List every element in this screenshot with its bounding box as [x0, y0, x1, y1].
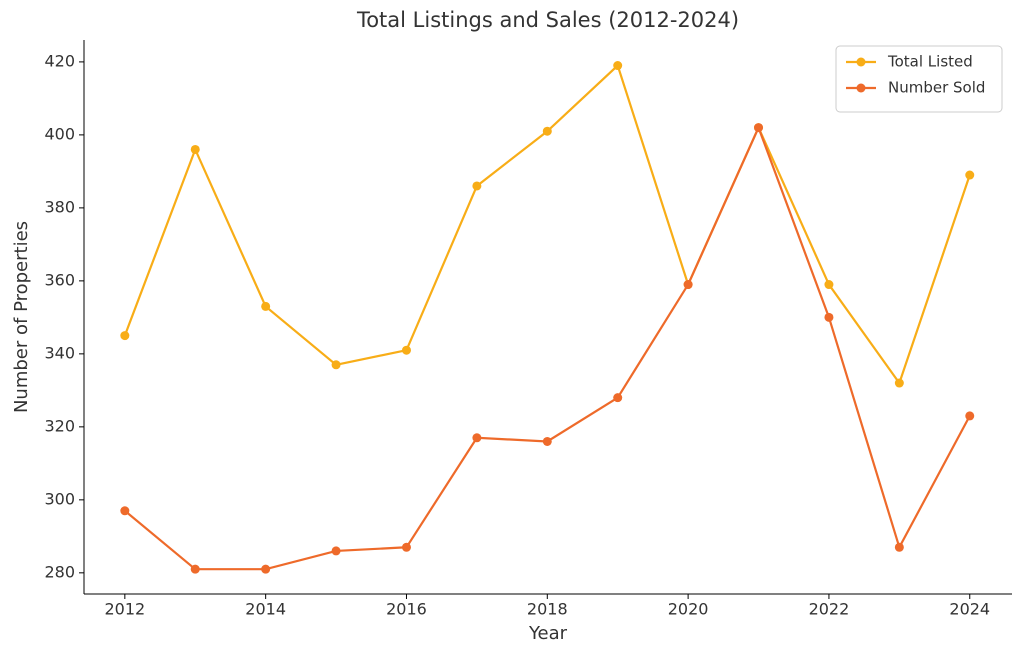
data-point [894, 542, 904, 552]
data-point [190, 144, 200, 154]
legend-label: Number Sold [888, 79, 985, 97]
data-point [965, 170, 975, 180]
data-point [542, 126, 552, 136]
y-tick-label: 300 [44, 489, 75, 508]
x-tick-label: 2024 [949, 600, 990, 619]
data-point [472, 181, 482, 191]
x-tick-label: 2018 [527, 600, 568, 619]
x-tick-label: 2016 [386, 600, 427, 619]
data-point [613, 61, 623, 71]
data-point [190, 564, 200, 574]
x-axis-label: Year [528, 623, 568, 644]
legend-label: Total Listed [887, 53, 973, 71]
series-line [123, 63, 971, 386]
y-tick-label: 280 [44, 562, 75, 581]
y-tick-label: 360 [44, 270, 75, 289]
y-tick-label: 380 [44, 197, 75, 216]
data-point [965, 411, 975, 421]
chart-title: Total Listings and Sales (2012-2024) [356, 8, 739, 32]
data-point [331, 360, 341, 370]
legend-box [835, 45, 1003, 113]
data-point [120, 506, 130, 516]
legend-marker [856, 83, 866, 93]
data-point [894, 378, 904, 388]
data-point [261, 301, 271, 311]
x-tick-label: 2022 [809, 600, 850, 619]
x-tick-label: 2020 [668, 600, 709, 619]
data-point [754, 123, 764, 133]
x-tick-label: 2014 [245, 600, 286, 619]
y-tick-label: 400 [44, 124, 75, 143]
data-point [401, 345, 411, 355]
data-point [613, 393, 623, 403]
legend: Total Listed Number Sold [835, 45, 1003, 113]
data-point [331, 546, 341, 556]
data-point [542, 436, 552, 446]
data-point [401, 542, 411, 552]
data-point [261, 564, 271, 574]
legend-marker [856, 57, 866, 67]
data-point [824, 312, 834, 322]
y-axis-label: Number of Properties [11, 221, 32, 413]
y-tick-label: 340 [44, 343, 75, 362]
data-point [824, 280, 834, 290]
data-point [683, 280, 693, 290]
series-line [124, 124, 971, 571]
x-tick-label: 2012 [104, 600, 145, 619]
y-tick-label: 420 [44, 51, 75, 70]
y-tick-label: 320 [44, 416, 75, 435]
data-point [472, 433, 482, 443]
data-point [120, 331, 130, 341]
